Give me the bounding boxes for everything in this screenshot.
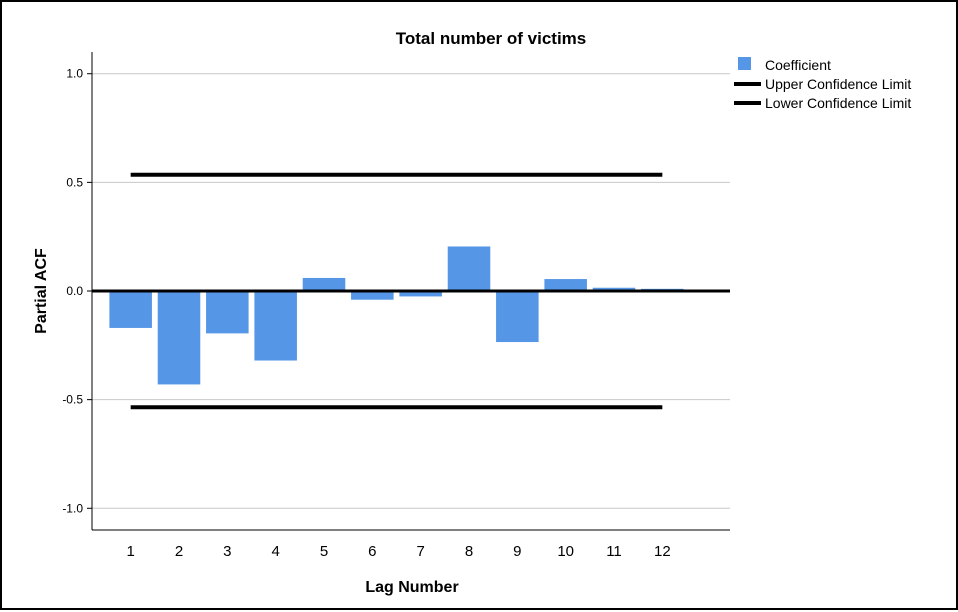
- legend-label: Lower Confidence Limit: [765, 95, 911, 111]
- bar-lag-3: [206, 291, 249, 334]
- bar-lag-4: [254, 291, 297, 361]
- y-tick-label: 0.5: [66, 175, 83, 189]
- bar-lag-2: [157, 291, 201, 385]
- y-axis-label: Partial ACF: [33, 248, 50, 334]
- y-tick-label: -0.5: [62, 393, 83, 407]
- bar-lag-8: [447, 246, 491, 291]
- x-tick-label: 3: [223, 543, 231, 560]
- x-tick-label: 12: [654, 543, 671, 560]
- bar-lag-9: [496, 291, 539, 343]
- bar-lag-6: [351, 291, 394, 300]
- legend-label: Upper Confidence Limit: [765, 76, 911, 92]
- x-tick-label: 4: [271, 543, 279, 560]
- bar-lag-1: [109, 291, 152, 328]
- bar-lag-11: [592, 287, 636, 291]
- y-tick-label: 0.0: [66, 284, 83, 298]
- x-tick-label: 7: [416, 543, 424, 560]
- bar-lag-10: [544, 279, 587, 291]
- x-tick-label: 9: [513, 543, 521, 560]
- x-tick-label: 11: [606, 543, 622, 560]
- legend: Coefficient Upper Confidence Limit Lower C…: [734, 57, 911, 111]
- y-tick-label: -1.0: [62, 501, 83, 515]
- x-tick-label: 2: [175, 543, 183, 560]
- x-tick-label: 6: [368, 543, 376, 560]
- bar-lag-5: [302, 277, 346, 291]
- legend-label: Coefficient: [765, 57, 831, 73]
- x-tick-label: 10: [557, 543, 574, 560]
- legend-swatch-coefficient: [738, 57, 751, 70]
- x-tick-label: 5: [320, 543, 328, 560]
- y-tick-label: 1.0: [66, 67, 83, 81]
- bar-lag-7: [399, 291, 442, 297]
- x-tick-label: 8: [465, 543, 473, 560]
- x-tick-label: 1: [126, 543, 134, 560]
- chart-title: Total number of victims: [396, 29, 587, 48]
- x-axis-label: Lag Number: [365, 579, 458, 596]
